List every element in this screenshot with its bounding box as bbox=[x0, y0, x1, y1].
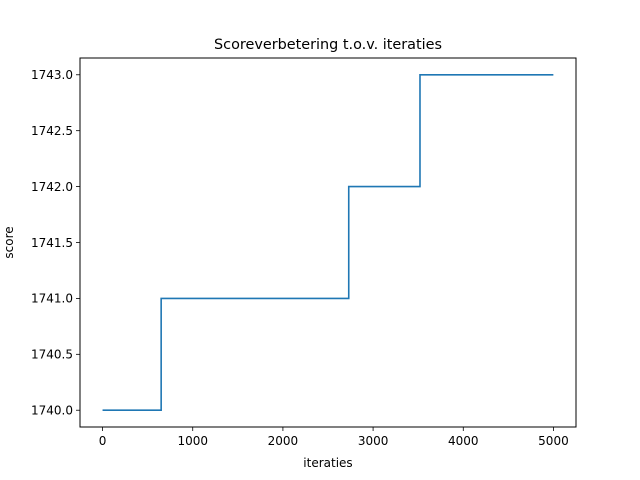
y-tick-label: 1741.5 bbox=[31, 236, 73, 250]
y-tick-label: 1743.0 bbox=[31, 68, 73, 82]
x-tick-label: 2000 bbox=[268, 434, 299, 448]
x-tick-label: 3000 bbox=[358, 434, 389, 448]
y-tick-label: 1742.5 bbox=[31, 124, 73, 138]
y-tick-label: 1742.0 bbox=[31, 180, 73, 194]
y-tick-label: 1740.5 bbox=[31, 348, 73, 362]
x-tick-label: 5000 bbox=[538, 434, 569, 448]
series-line-0 bbox=[102, 73, 554, 412]
x-tick-label: 4000 bbox=[448, 434, 479, 448]
y-tick-label: 1740.0 bbox=[31, 404, 73, 418]
axes-frame bbox=[79, 57, 577, 428]
x-tick-label: 1000 bbox=[177, 434, 208, 448]
y-tick-label: 1741.0 bbox=[31, 292, 73, 306]
chart-title: Scoreverbetering t.o.v. iteraties bbox=[214, 37, 442, 53]
x-axis-label: iteraties bbox=[303, 456, 352, 470]
x-axis: 0 1000 2000 3000 4000 5000 bbox=[99, 427, 569, 448]
plot-area bbox=[102, 73, 554, 412]
y-axis-label: score bbox=[2, 226, 16, 258]
y-axis: 1740.0 1740.5 1741.0 1741.5 1742.0 1742.5 1743… bbox=[31, 68, 80, 418]
x-tick-label: 0 bbox=[99, 434, 107, 448]
